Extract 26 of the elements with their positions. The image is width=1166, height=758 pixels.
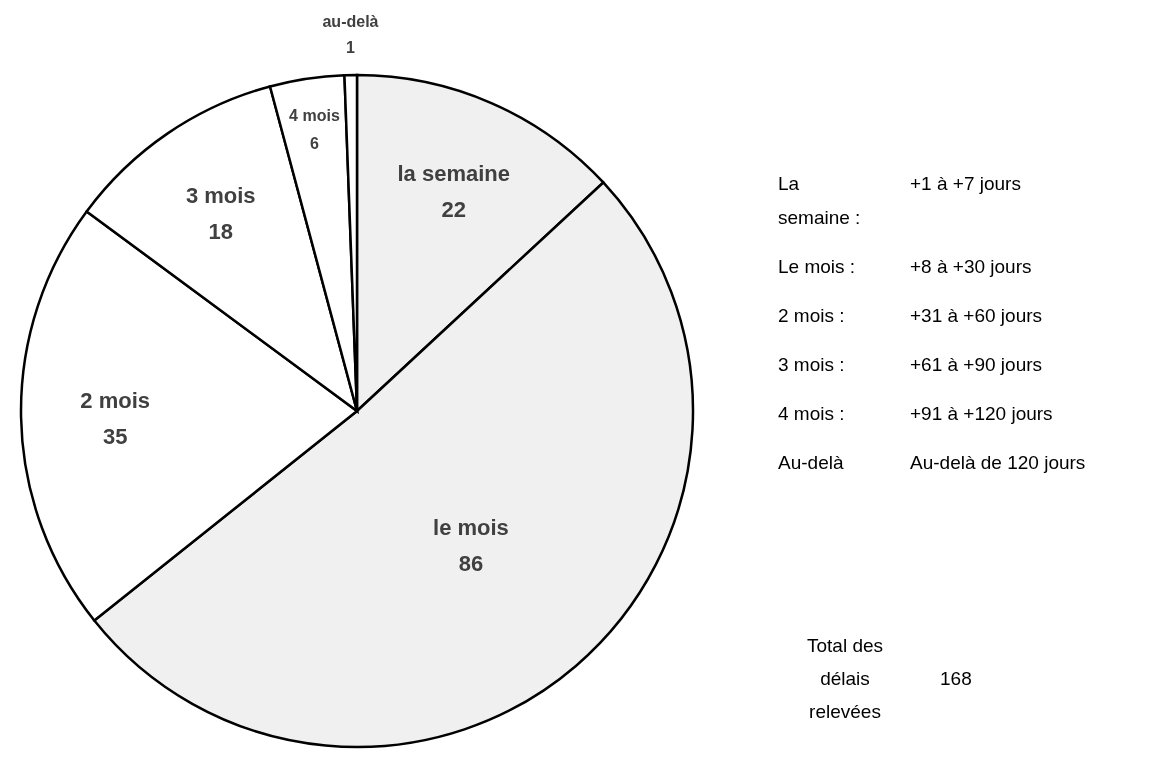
- data-label: 86: [458, 551, 484, 577]
- text: 2 mois :: [778, 305, 845, 326]
- text: Le mois :: [778, 256, 856, 277]
- slice-label: 4 mois: [289, 106, 340, 124]
- text: 168: [940, 668, 972, 689]
- text: +8 à +30 jours: [910, 256, 1032, 277]
- data-label: 22: [441, 197, 466, 223]
- data-label: 18: [208, 219, 233, 245]
- text: +91 à +120 jours: [910, 403, 1053, 424]
- slice-label: au-delà: [322, 13, 379, 31]
- text: La semaine :: [778, 173, 861, 228]
- text: Total des délais relevées: [806, 635, 884, 722]
- text: 3 mois :: [778, 354, 845, 375]
- text: +61 à +90 jours: [910, 354, 1043, 375]
- data-label: 35: [102, 423, 128, 449]
- slice-label: 2 mois: [80, 387, 150, 413]
- text: +1 à +7 jours: [910, 173, 1021, 194]
- data-label: 1: [346, 39, 355, 57]
- text: Au-delà: [778, 452, 844, 473]
- data-label: 6: [309, 134, 319, 152]
- text: 4 mois :: [778, 403, 845, 424]
- text: Au-delà de 120 jours: [910, 452, 1086, 473]
- slice-label: la semaine: [397, 161, 510, 187]
- text: +31 à +60 jours: [910, 305, 1043, 326]
- slice-label: le mois: [433, 515, 509, 541]
- slice-label: 3 mois: [185, 183, 256, 209]
